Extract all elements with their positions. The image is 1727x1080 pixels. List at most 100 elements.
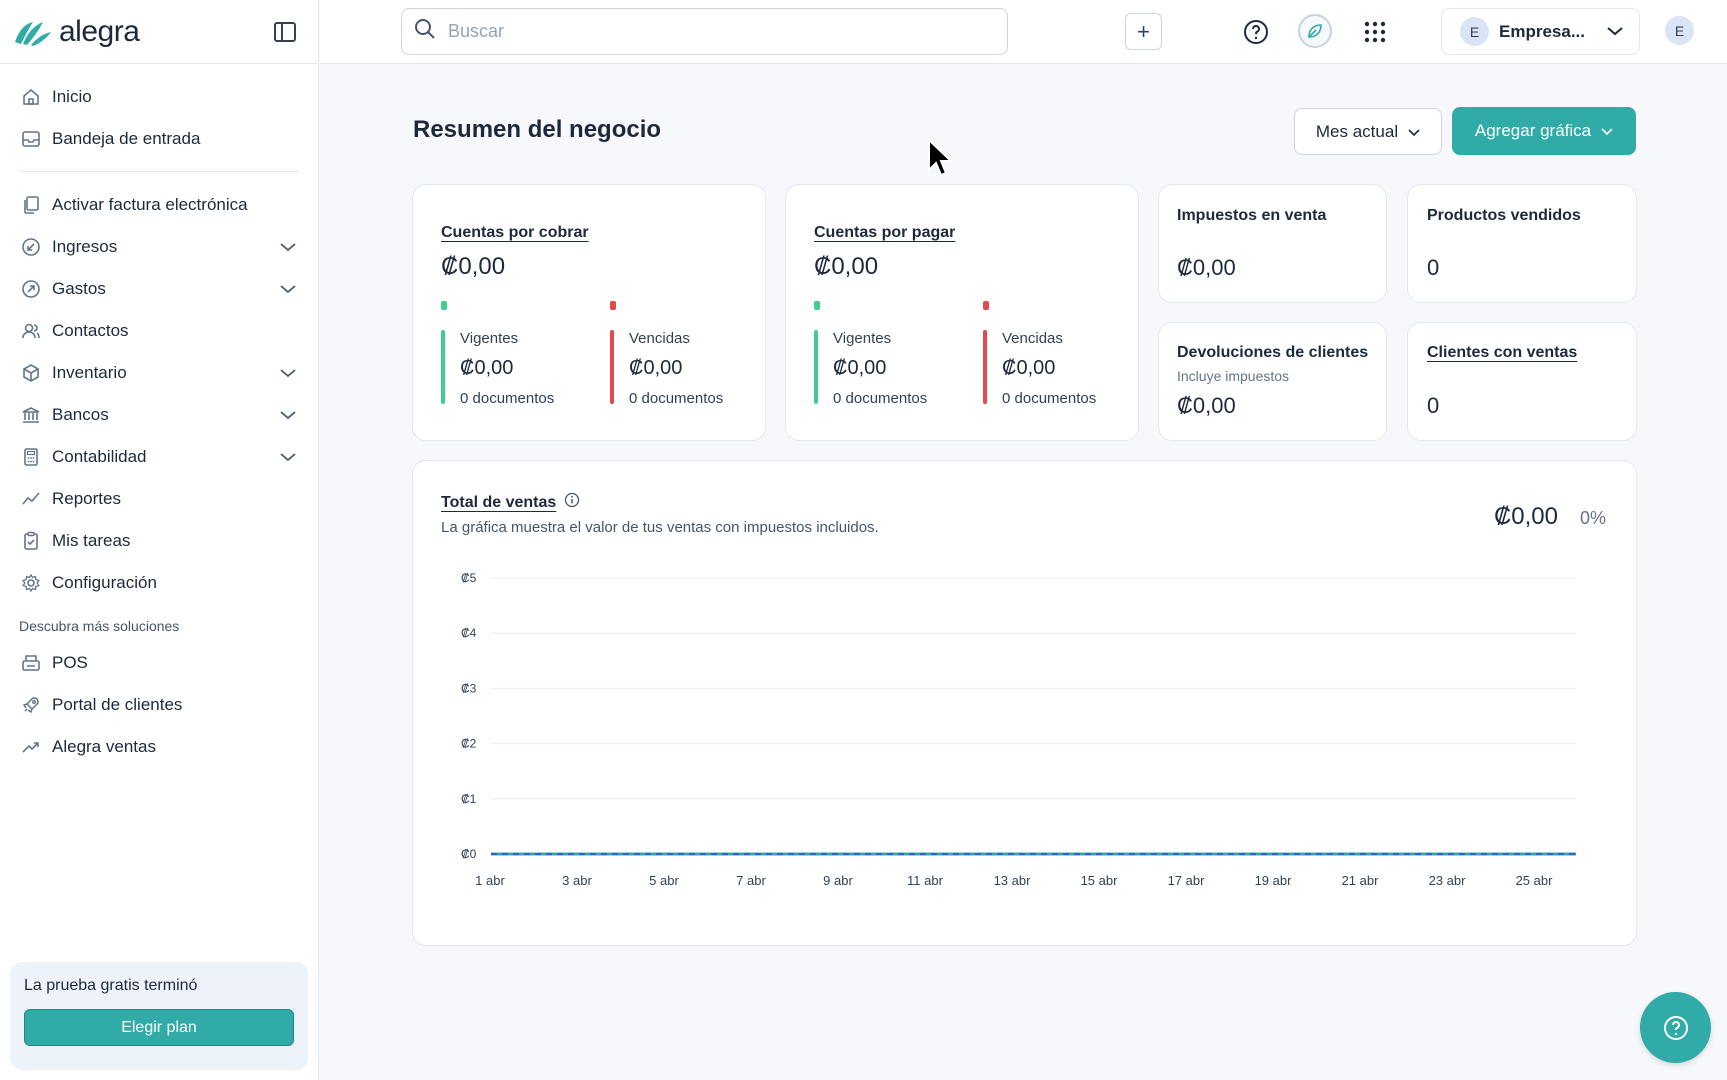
overdue-docs: 0 documentos bbox=[629, 390, 724, 407]
x-tick-label: 13 abr bbox=[994, 873, 1032, 888]
chevron-down-icon[interactable] bbox=[278, 363, 298, 383]
x-tick-label: 7 abr bbox=[736, 873, 766, 888]
overdue-value: ₡0,00 bbox=[1002, 357, 1056, 379]
logo-row: alegra bbox=[0, 0, 318, 64]
y-tick-label: ₡1 bbox=[461, 792, 477, 806]
payable-current: Vigentes ₡0,00 0 documentos bbox=[833, 330, 983, 407]
sidebar-item-tareas[interactable]: Mis tareas bbox=[0, 520, 318, 562]
sidebar-item-contabilidad[interactable]: Contabilidad bbox=[0, 436, 318, 478]
receivable-overdue: Vencidas ₡0,00 0 documentos bbox=[629, 330, 779, 407]
x-tick-label: 1 abr bbox=[475, 873, 505, 888]
period-selector[interactable]: Mes actual bbox=[1294, 108, 1442, 155]
sidebar-item-label: Inventario bbox=[52, 363, 127, 382]
sidebar-item-contactos[interactable]: Contactos bbox=[0, 310, 318, 352]
chevron-down-icon[interactable] bbox=[278, 279, 298, 299]
create-new-button[interactable]: + bbox=[1125, 13, 1162, 50]
sidebar-item-reportes[interactable]: Reportes bbox=[0, 478, 318, 520]
logo-text: alegra bbox=[59, 14, 140, 48]
products-sold-value: 0 bbox=[1427, 255, 1440, 280]
chevron-down-icon[interactable] bbox=[278, 405, 298, 425]
info-icon[interactable] bbox=[564, 492, 580, 513]
pos-printer-icon bbox=[20, 652, 42, 674]
sidebar-item-pos[interactable]: POS bbox=[0, 642, 318, 684]
overdue-docs: 0 documentos bbox=[1002, 390, 1097, 407]
search-input[interactable]: Buscar bbox=[401, 8, 1008, 55]
home-icon bbox=[20, 86, 42, 108]
chart-subtitle: La gráfica muestra el valor de tus venta… bbox=[441, 519, 879, 536]
payable-title[interactable]: Cuentas por pagar bbox=[814, 224, 956, 241]
returns-subtitle: Incluye impuestos bbox=[1177, 368, 1290, 384]
current-docs: 0 documentos bbox=[833, 390, 928, 407]
sidebar-item-alegra-ventas[interactable]: Alegra ventas bbox=[0, 726, 318, 768]
sidebar-item-factura[interactable]: Activar factura electrónica bbox=[0, 184, 318, 226]
sidebar-item-label: Mis tareas bbox=[52, 531, 131, 550]
chevron-down-icon bbox=[1601, 121, 1613, 141]
sidebar-item-label: Bandeja de entrada bbox=[52, 129, 201, 148]
returns-card: Devoluciones de clientes Incluye impuest… bbox=[1158, 322, 1387, 441]
trial-ended-box: La prueba gratis terminó Elegir plan bbox=[10, 962, 308, 1070]
page-title: Resumen del negocio bbox=[413, 116, 662, 143]
sidebar-item-inicio[interactable]: Inicio bbox=[0, 76, 318, 118]
help-icon[interactable] bbox=[1240, 16, 1272, 48]
period-label: Mes actual bbox=[1315, 121, 1399, 141]
add-chart-button[interactable]: Agregar gráfica bbox=[1452, 107, 1636, 155]
alegra-logo[interactable]: alegra bbox=[13, 14, 140, 49]
sidebar-toggle-icon[interactable] bbox=[272, 19, 298, 45]
x-tick-label: 17 abr bbox=[1168, 873, 1206, 888]
search-placeholder: Buscar bbox=[448, 21, 505, 41]
current-label: Vigentes bbox=[833, 330, 892, 347]
sidebar-item-bandeja[interactable]: Bandeja de entrada bbox=[0, 118, 318, 160]
sidebar-item-label: Contactos bbox=[52, 321, 129, 340]
overdue-bar bbox=[610, 330, 614, 404]
receivable-current: Vigentes ₡0,00 0 documentos bbox=[460, 330, 610, 407]
floating-help-button[interactable] bbox=[1640, 992, 1711, 1063]
topbar: Buscar + E Empresa... E bbox=[320, 0, 1727, 64]
sales-line-chart: ₡0 ₡1 ₡2 ₡3 ₡4 ₡5 1 abr 3 abr 5 abr 7 abr 9 abr 11 … bbox=[461, 571, 1576, 888]
trend-up-icon bbox=[20, 736, 42, 758]
y-tick-label: ₡2 bbox=[461, 737, 477, 751]
sidebar-item-bancos[interactable]: Bancos bbox=[0, 394, 318, 436]
chart-change: 0% bbox=[1579, 508, 1606, 528]
inbox-icon bbox=[20, 128, 42, 150]
overdue-dot bbox=[983, 301, 989, 310]
sales-tax-card: Impuestos en venta ₡0,00 bbox=[1158, 184, 1387, 303]
user-avatar[interactable]: E bbox=[1665, 16, 1694, 45]
chart-total: ₡0,00 bbox=[1493, 503, 1558, 530]
sidebar-item-label: Contabilidad bbox=[52, 447, 147, 466]
chart-line-icon bbox=[20, 488, 42, 510]
box-icon bbox=[20, 362, 42, 384]
add-chart-label: Agregar gráfica bbox=[1474, 121, 1592, 140]
overdue-bar bbox=[983, 330, 987, 404]
sidebar-item-inventario[interactable]: Inventario bbox=[0, 352, 318, 394]
company-selector[interactable]: E Empresa... bbox=[1441, 8, 1640, 55]
sidebar-item-label: Reportes bbox=[52, 489, 121, 508]
sidebar-item-ingresos[interactable]: Ingresos bbox=[0, 226, 318, 268]
payable-total: ₡0,00 bbox=[814, 253, 879, 280]
contacts-icon bbox=[20, 320, 42, 342]
chevron-down-icon[interactable] bbox=[278, 447, 298, 467]
clients-sales-title[interactable]: Clientes con ventas bbox=[1427, 344, 1578, 361]
current-dot bbox=[441, 301, 447, 310]
sidebar-item-portal[interactable]: Portal de clientes bbox=[0, 684, 318, 726]
overdue-label: Vencidas bbox=[1002, 330, 1063, 347]
bank-icon bbox=[20, 404, 42, 426]
sales-chart-card: Total de ventas La gráfica muestra el va… bbox=[412, 460, 1637, 946]
clients-sales-value: 0 bbox=[1427, 393, 1440, 418]
mouse-cursor-icon bbox=[928, 138, 954, 177]
y-tick-label: ₡0 bbox=[461, 847, 477, 861]
chevron-down-icon[interactable] bbox=[278, 237, 298, 257]
choose-plan-button[interactable]: Elegir plan bbox=[24, 1009, 294, 1046]
apps-grid-icon[interactable] bbox=[1359, 16, 1391, 48]
gear-icon bbox=[20, 572, 42, 594]
chart-title[interactable]: Total de ventas bbox=[441, 493, 557, 511]
company-name: Empresa... bbox=[1499, 21, 1585, 41]
current-docs: 0 documentos bbox=[460, 390, 555, 407]
sidebar-item-gastos[interactable]: Gastos bbox=[0, 268, 318, 310]
x-tick-label: 15 abr bbox=[1081, 873, 1119, 888]
returns-value: ₡0,00 bbox=[1177, 393, 1236, 418]
leaf-icon[interactable] bbox=[1298, 14, 1332, 48]
current-label: Vigentes bbox=[460, 330, 519, 347]
receivable-title[interactable]: Cuentas por cobrar bbox=[441, 224, 589, 241]
sidebar-item-configuracion[interactable]: Configuración bbox=[0, 562, 318, 604]
x-tick-label: 23 abr bbox=[1429, 873, 1467, 888]
